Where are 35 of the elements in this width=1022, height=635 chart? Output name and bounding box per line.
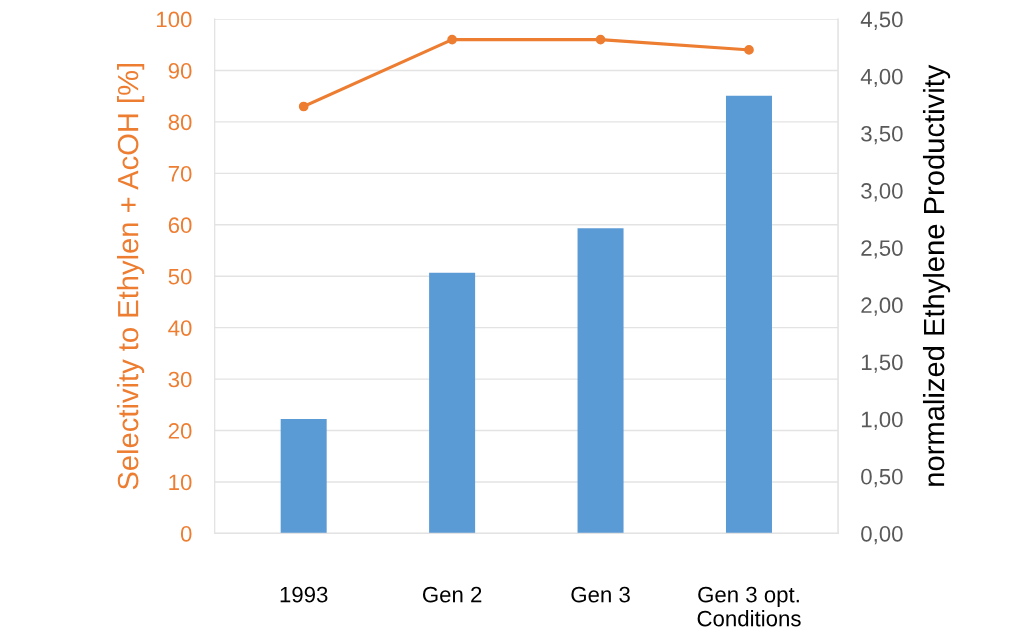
bar xyxy=(280,419,327,534)
y-tick-label: 0 xyxy=(180,525,192,542)
y-tick-label: 10 xyxy=(169,474,192,491)
y-tick-label: 30 xyxy=(168,371,192,388)
y-tick-label: 60 xyxy=(168,217,192,234)
y-tick-label: 100 xyxy=(157,11,192,28)
y-tick-label: 20 xyxy=(168,423,192,439)
y2-tick-label: 2,50 xyxy=(861,240,903,259)
y2-tick-label: 3,50 xyxy=(861,125,903,145)
y-tick-label: 70 xyxy=(168,165,192,182)
y2-tick-label: 3,00 xyxy=(861,183,903,202)
x-tick-label: 1993 xyxy=(280,586,328,603)
y-tick-label: 50 xyxy=(168,268,192,285)
y2-tick-label: 4,50 xyxy=(860,11,903,30)
bar xyxy=(577,228,624,534)
y2-axis-title: normalized Ethylene Productivity xyxy=(922,64,951,486)
x-tick-label: Gen 2 xyxy=(422,586,482,603)
y2-tick-label: 4,00 xyxy=(860,68,903,88)
bar xyxy=(429,272,476,534)
y2-tick-label: 0,50 xyxy=(861,468,903,488)
point xyxy=(595,34,606,45)
bar xyxy=(725,95,772,534)
point xyxy=(298,101,309,112)
y-tick-label: 40 xyxy=(168,320,192,336)
point xyxy=(744,45,754,55)
x-tick-label: Gen 3 opt. Conditions xyxy=(697,586,801,627)
y2-tick-label: 2,00 xyxy=(861,297,903,316)
y-tick-label: 90 xyxy=(168,63,192,79)
x-tick-label: Gen 3 xyxy=(571,586,630,603)
y2-tick-label: 1,00 xyxy=(861,411,903,430)
y-tick-label: 80 xyxy=(168,114,192,131)
y2-tick-label: 0,00 xyxy=(861,525,903,545)
y2-tick-label: 1,50 xyxy=(861,354,903,373)
y-axis-title: Selectivity to Ethylen + AcOH [%] xyxy=(117,63,145,490)
point xyxy=(447,34,457,45)
